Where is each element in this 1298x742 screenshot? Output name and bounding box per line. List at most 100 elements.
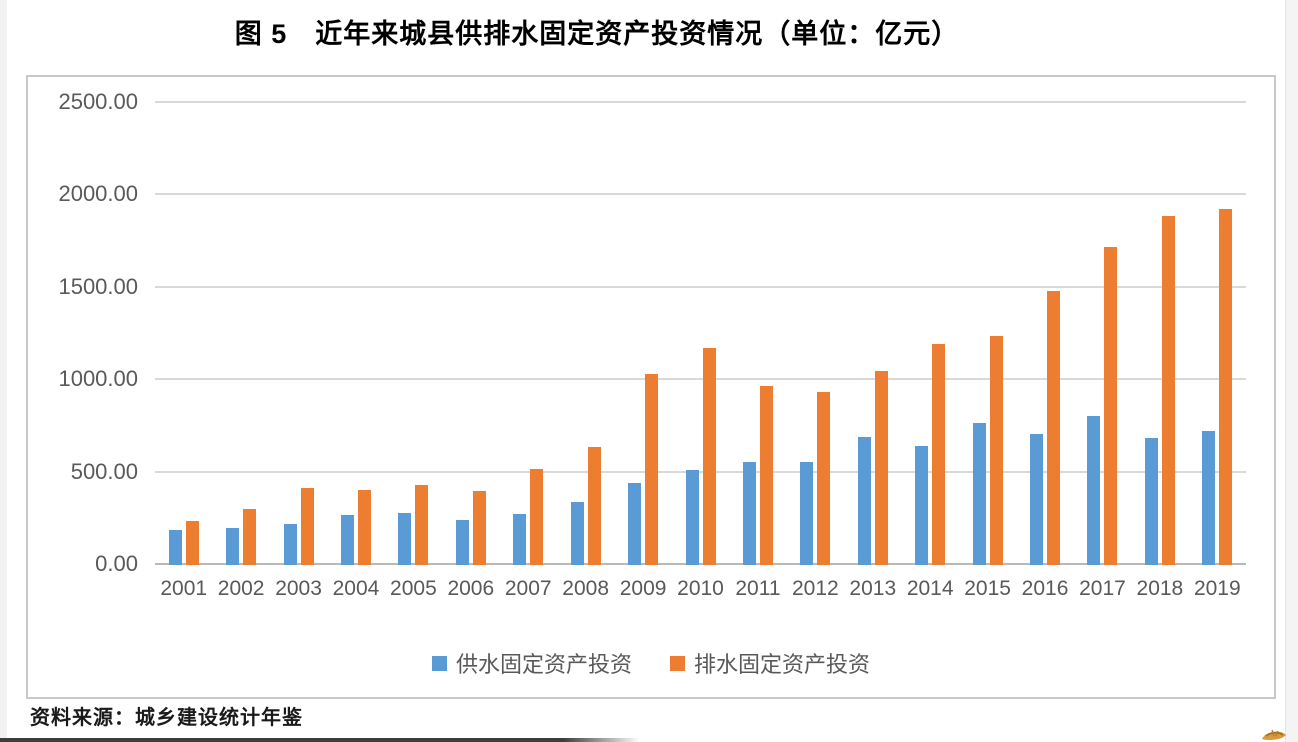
bar-供水固定资产投资-2008 xyxy=(570,502,584,565)
bar-供水固定资产投资-2011 xyxy=(742,462,756,565)
bar-排水固定资产投资-2003 xyxy=(300,488,314,565)
bar-group-2014 xyxy=(901,103,958,565)
bar-供水固定资产投资-2004 xyxy=(340,515,354,565)
bar-group-2001 xyxy=(155,103,212,565)
bar-排水固定资产投资-2019 xyxy=(1219,209,1233,565)
bar-group-2003 xyxy=(270,103,327,565)
legend: 供水固定资产投资 排水固定资产投资 xyxy=(28,647,1274,679)
y-tick-label: 1500.00 xyxy=(58,273,138,299)
x-tick-label-2012: 2012 xyxy=(791,577,839,600)
legend-swatch-water-supply xyxy=(431,655,447,671)
bar-排水固定资产投资-2005 xyxy=(415,485,429,565)
y-tick-label: 0.00 xyxy=(95,551,138,576)
bar-供水固定资产投资-2018 xyxy=(1144,438,1158,565)
bar-排水固定资产投资-2013 xyxy=(874,371,888,565)
x-tick-label-2010: 2010 xyxy=(677,577,724,600)
bar-group-2004 xyxy=(327,103,384,565)
legend-entry-drainage: 排水固定资产投资 xyxy=(670,647,870,679)
gridline xyxy=(155,470,1246,473)
bar-排水固定资产投资-2010 xyxy=(702,348,716,565)
gridline xyxy=(155,378,1246,381)
bar-group-2002 xyxy=(212,103,269,565)
x-tick-label-2013: 2013 xyxy=(849,577,897,600)
y-tick-label: 2500.00 xyxy=(58,89,138,114)
bar-group-2016 xyxy=(1016,103,1073,565)
gridline xyxy=(155,193,1246,196)
bar-排水固定资产投资-2001 xyxy=(185,521,199,565)
legend-label-drainage: 排水固定资产投资 xyxy=(694,652,871,677)
bar-group-2018 xyxy=(1131,103,1188,565)
x-tick-label-2001: 2001 xyxy=(160,577,208,600)
gridline xyxy=(155,285,1246,288)
x-tick-label-2018: 2018 xyxy=(1136,577,1184,600)
bar-供水固定资产投资-2012 xyxy=(800,462,814,565)
bottom-divider-line xyxy=(0,738,640,742)
bar-group-2013 xyxy=(844,103,901,565)
x-tick-label-2016: 2016 xyxy=(1021,577,1069,600)
x-tick-label-2002: 2002 xyxy=(217,577,265,600)
x-tick-label-2003: 2003 xyxy=(275,577,322,600)
bar-排水固定资产投资-2015 xyxy=(989,336,1003,565)
gridline xyxy=(155,101,1246,103)
bar-group-2019 xyxy=(1189,103,1246,565)
bar-供水固定资产投资-2016 xyxy=(1030,434,1044,565)
bar-排水固定资产投资-2014 xyxy=(932,344,946,565)
bar-供水固定资产投资-2003 xyxy=(283,524,297,565)
chart-frame: 0.00 500.00 1000.00 1500.00 2000.00 2500.00 2… xyxy=(26,75,1276,699)
x-tick-label-2004: 2004 xyxy=(332,577,380,600)
bar-group-2009 xyxy=(614,103,671,565)
plot-area: 0.00 500.00 1000.00 1500.00 2000.00 2500.00 xyxy=(58,89,1246,576)
legend-entry-water-supply: 供水固定资产投资 xyxy=(431,647,632,679)
x-tick-label-2015: 2015 xyxy=(964,577,1011,600)
bar-排水固定资产投资-2011 xyxy=(759,386,773,565)
bar-供水固定资产投资-2019 xyxy=(1202,431,1216,565)
bar-group-2012 xyxy=(787,103,844,565)
x-tick-label-2008: 2008 xyxy=(562,577,610,600)
bar-供水固定资产投资-2010 xyxy=(685,470,699,565)
bar-group-2006 xyxy=(442,103,499,565)
y-tick-label: 2000.00 xyxy=(58,181,138,207)
x-tick-label-2011: 2011 xyxy=(735,577,781,600)
bar-group-2007 xyxy=(500,103,557,565)
bar-排水固定资产投资-2008 xyxy=(587,447,601,565)
bar-供水固定资产投资-2014 xyxy=(915,446,929,565)
bar-供水固定资产投资-2013 xyxy=(857,437,871,565)
bar-供水固定资产投资-2009 xyxy=(628,483,642,565)
bar-供水固定资产投资-2015 xyxy=(972,423,986,565)
bar-供水固定资产投资-2007 xyxy=(513,514,527,565)
bar-排水固定资产投资-2012 xyxy=(817,392,831,565)
bar-供水固定资产投资-2006 xyxy=(455,520,469,565)
bar-排水固定资产投资-2018 xyxy=(1161,216,1175,565)
bar-供水固定资产投资-2002 xyxy=(226,528,240,565)
page-left-margin xyxy=(0,0,7,742)
chart-title: 图 5 近年来城县供排水固定资产投资情况（单位：亿元） xyxy=(234,19,960,49)
decorative-corner-stamp-icon xyxy=(1262,729,1286,740)
bar-group-2015 xyxy=(959,103,1016,565)
page-right-margin xyxy=(1285,0,1298,742)
bar-series-layer xyxy=(155,103,1246,565)
bar-排水固定资产投资-2002 xyxy=(243,509,257,565)
bar-排水固定资产投资-2016 xyxy=(1047,291,1061,565)
bar-group-2011 xyxy=(729,103,786,565)
bar-供水固定资产投资-2005 xyxy=(398,513,412,565)
bar-排水固定资产投资-2006 xyxy=(472,491,486,565)
source-note: 资料来源：城乡建设统计年鉴 xyxy=(30,707,303,729)
bar-group-2008 xyxy=(557,103,614,565)
x-tick-label-2014: 2014 xyxy=(906,577,954,600)
bar-供水固定资产投资-2001 xyxy=(168,530,182,565)
bar-排水固定资产投资-2017 xyxy=(1104,247,1118,565)
legend-swatch-drainage xyxy=(670,655,685,671)
x-axis-labels: 2001 2002 2003 2004 2005 2006 2007 2008 2009 2010… xyxy=(155,577,1246,601)
legend-label-water-supply: 供水固定资产投资 xyxy=(455,652,632,677)
y-tick-label: 1000.00 xyxy=(58,366,138,392)
y-tick-label: 500.00 xyxy=(70,458,138,484)
bar-排水固定资产投资-2009 xyxy=(645,374,659,565)
bar-group-2017 xyxy=(1074,103,1131,565)
x-tick-label-2007: 2007 xyxy=(504,577,552,600)
x-tick-label-2019: 2019 xyxy=(1193,577,1241,600)
bar-group-2010 xyxy=(672,103,729,565)
x-axis-line xyxy=(155,563,1246,565)
x-tick-label-2005: 2005 xyxy=(390,577,437,600)
x-tick-label-2006: 2006 xyxy=(447,577,495,600)
